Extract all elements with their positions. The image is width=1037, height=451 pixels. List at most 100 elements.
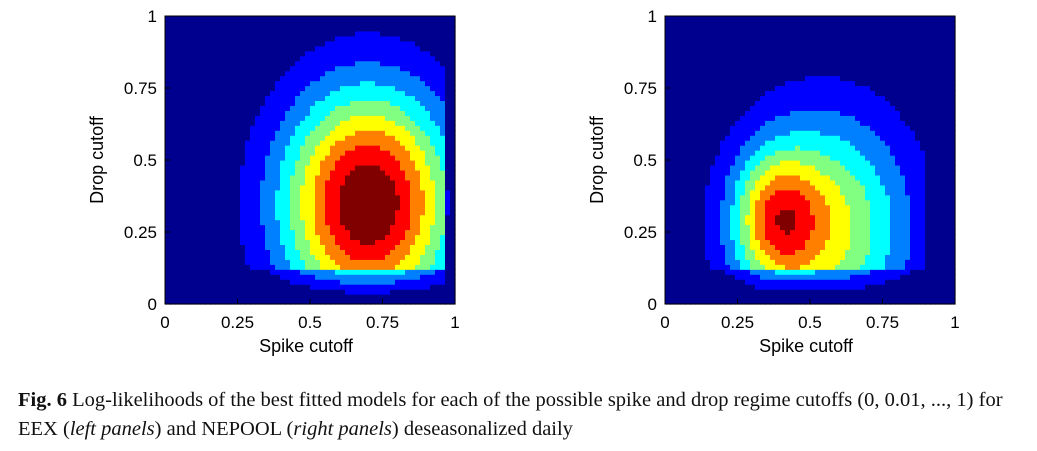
contour-cell: [750, 204, 756, 211]
contour-cell: [795, 214, 801, 221]
contour-cell: [400, 254, 406, 260]
contour-cell: [305, 155, 311, 161]
contour-cell: [260, 25, 266, 32]
contour-cell: [445, 284, 451, 290]
contour-cell: [310, 35, 316, 42]
contour-cell: [280, 264, 286, 270]
contour-cell: [450, 224, 456, 231]
contour-cell: [275, 214, 281, 221]
contour-cell: [280, 45, 286, 52]
contour-cell: [325, 179, 331, 186]
contour-cell: [720, 70, 726, 77]
contour-cell: [770, 140, 776, 146]
contour-cell: [735, 50, 741, 57]
contour-cell: [420, 229, 426, 236]
contour-cell: [350, 85, 356, 92]
contour-cell: [375, 90, 381, 97]
contour-cell: [370, 160, 376, 166]
contour-cell: [760, 169, 766, 176]
contour-cell: [735, 75, 741, 82]
contour-cell: [270, 174, 276, 181]
contour-cell: [315, 294, 321, 300]
contour-cell: [355, 164, 361, 171]
contour-cell: [170, 125, 176, 131]
contour-cell: [380, 45, 386, 52]
contour-cell: [210, 169, 216, 176]
contour-cell: [270, 50, 276, 57]
contour-cell: [335, 75, 341, 82]
contour-cell: [410, 179, 416, 186]
contour-cell: [210, 60, 216, 67]
contour-cell: [665, 160, 671, 166]
contour-cell: [750, 105, 756, 111]
contour-cell: [220, 55, 226, 62]
contour-cell: [180, 199, 186, 206]
contour-cell: [245, 145, 251, 151]
contour-cell: [745, 55, 751, 62]
contour-cell: [385, 204, 391, 211]
contour-cell: [300, 80, 306, 87]
contour-cell: [785, 75, 791, 82]
contour-cell: [255, 184, 261, 191]
contour-cell: [775, 179, 781, 186]
contour-cell: [200, 189, 206, 196]
contour-cell: [750, 20, 756, 27]
contour-cell: [180, 50, 186, 57]
contour-cell: [270, 70, 276, 77]
contour-cell: [350, 150, 356, 156]
contour-cell: [405, 125, 411, 131]
contour-cell: [240, 145, 246, 151]
contour-cell: [760, 184, 766, 191]
contour-cell: [445, 174, 451, 181]
contour-cell: [800, 234, 806, 241]
contour-cell: [335, 279, 341, 285]
contour-cell: [195, 16, 201, 22]
contour-cell: [270, 199, 276, 206]
contour-cell: [400, 115, 406, 121]
contour-cell: [275, 90, 281, 97]
contour-cell: [380, 135, 386, 141]
contour-cell: [385, 219, 391, 226]
contour-cell: [745, 174, 751, 181]
contour-cell: [745, 264, 751, 270]
contour-cell: [770, 204, 776, 211]
contour-cell: [730, 179, 736, 186]
contour-cell: [755, 90, 761, 97]
contour-cell: [765, 16, 771, 22]
contour-cell: [340, 140, 346, 146]
contour-cell: [165, 239, 171, 246]
contour-cell: [410, 65, 416, 72]
contour-cell: [410, 279, 416, 285]
contour-cell: [735, 189, 741, 196]
contour-cell: [305, 25, 311, 32]
contour-cell: [385, 274, 391, 280]
contour-cell: [375, 284, 381, 290]
contour-cell: [795, 294, 801, 300]
contour-cell: [795, 299, 801, 305]
contour-cell: [325, 174, 331, 181]
contour-cell: [685, 95, 691, 102]
contour-cell: [310, 135, 316, 141]
contour-cell: [795, 274, 801, 280]
contour-cell: [215, 229, 221, 236]
contour-cell: [450, 294, 456, 300]
contour-cell: [330, 209, 336, 216]
contour-cell: [705, 85, 711, 92]
contour-cell: [225, 60, 231, 67]
contour-cell: [230, 90, 236, 97]
contour-cell: [710, 55, 716, 62]
contour-cell: [715, 60, 721, 67]
contour-cell: [260, 100, 266, 106]
contour-cell: [760, 254, 766, 260]
contour-cell: [290, 80, 296, 87]
contour-cell: [230, 249, 236, 255]
contour-cell: [320, 45, 326, 52]
contour-cell: [200, 65, 206, 72]
contour-cell: [705, 105, 711, 111]
contour-cell: [715, 269, 721, 275]
contour-cell: [200, 234, 206, 241]
contour-cell: [425, 40, 431, 47]
contour-cell: [215, 140, 221, 146]
contour-cell: [445, 219, 451, 226]
contour-cell: [445, 40, 451, 47]
